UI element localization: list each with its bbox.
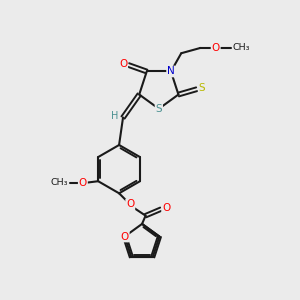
Text: O: O [119,58,127,68]
Text: O: O [121,232,129,242]
Text: N: N [167,67,175,76]
Text: S: S [155,104,162,114]
Text: O: O [126,200,134,209]
Text: CH₃: CH₃ [50,178,68,187]
Text: S: S [199,83,205,93]
Text: O: O [162,203,170,213]
Text: O: O [79,178,87,188]
Text: H: H [110,111,118,121]
Text: CH₃: CH₃ [232,44,250,52]
Text: O: O [212,43,220,53]
